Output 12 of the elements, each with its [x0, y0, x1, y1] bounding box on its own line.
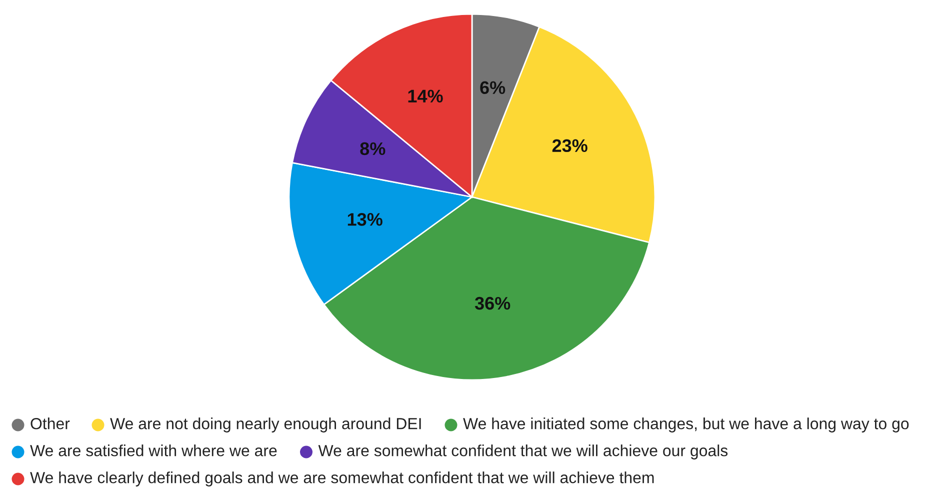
legend-label: Other	[30, 418, 70, 430]
legend-label: We have initiated some changes, but we have a long way to go	[463, 418, 909, 432]
data-label: 13%	[348, 213, 382, 226]
data-label: 6%	[480, 81, 506, 94]
data-label: 14%	[408, 90, 443, 102]
legend-label: We are not doing nearly enough around DEI	[110, 418, 421, 432]
data-label: 23%	[552, 139, 588, 152]
data-label: 8%	[360, 142, 386, 156]
legend-label: We are satisfied with where we are	[30, 444, 277, 456]
legend-label: We have clearly defined goals and we are somewhat confident that we will achieve them	[30, 472, 654, 486]
data-label: 36%	[474, 296, 510, 310]
legend-label: We are somewhat confident that we will achieve our goals	[318, 444, 728, 460]
